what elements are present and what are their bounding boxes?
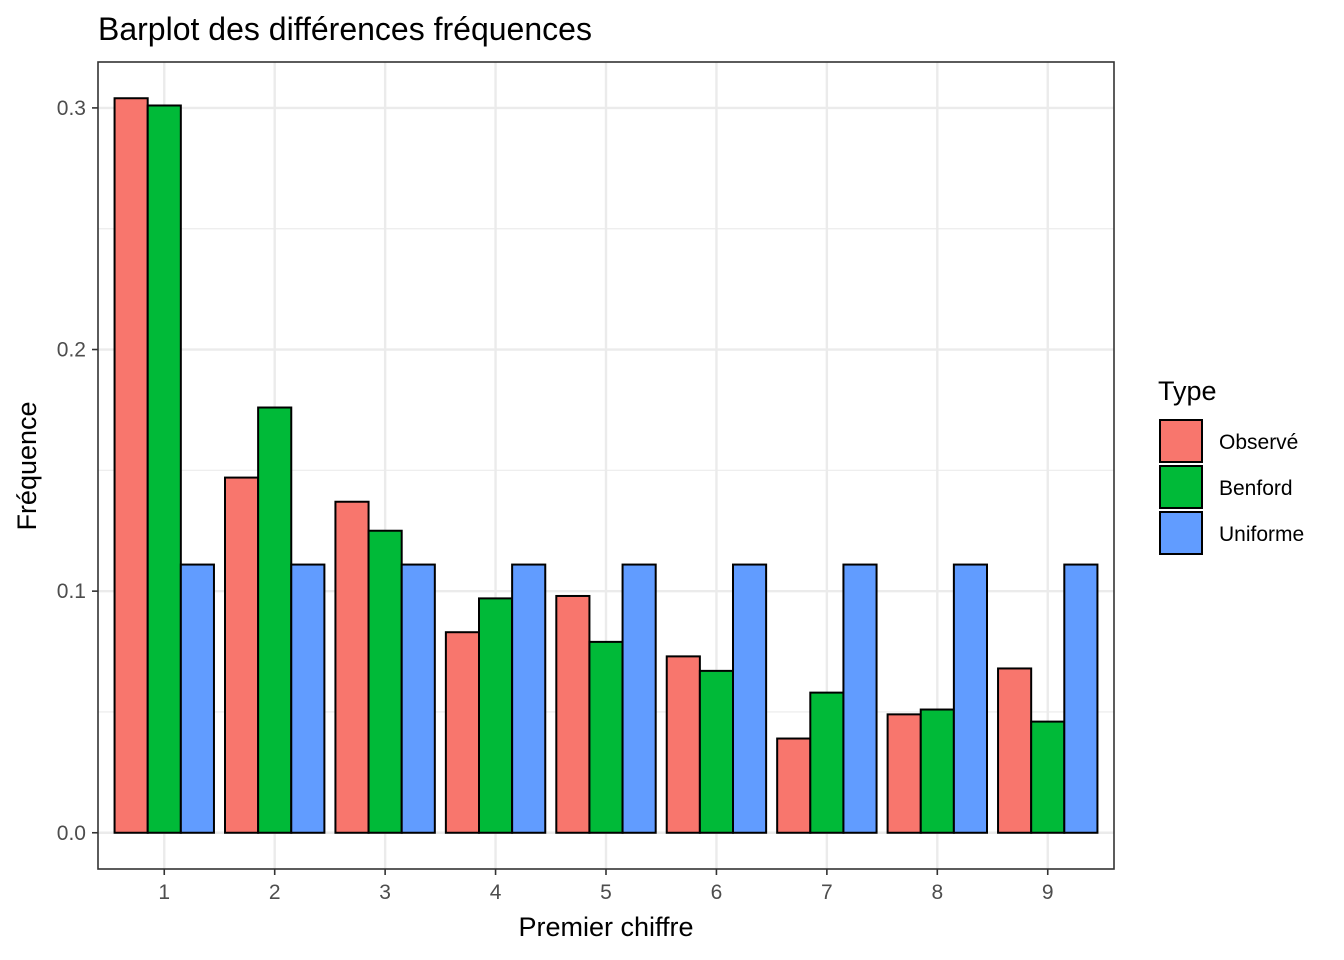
x-tick-label: 6 — [711, 881, 723, 904]
x-tick-label: 9 — [1042, 881, 1054, 904]
bar-uniforme-7 — [842, 563, 878, 834]
bar-observé-3 — [334, 500, 370, 834]
bar-benford-2 — [257, 406, 293, 834]
bar-uniforme-5 — [621, 563, 657, 834]
bar-observé-5 — [555, 594, 591, 834]
bar-observé-4 — [444, 631, 481, 834]
x-tick-label: 4 — [490, 881, 502, 904]
x-axis-title: Premier chiffre — [518, 912, 693, 942]
legend-key-uniforme — [1159, 511, 1203, 555]
legend-label: Benford — [1219, 477, 1293, 500]
bar-observé-7 — [776, 737, 812, 834]
bar-benford-9 — [1030, 720, 1066, 834]
x-tick-label: 8 — [931, 881, 943, 904]
legend-label: Observé — [1219, 431, 1298, 454]
bar-observé-9 — [997, 667, 1033, 834]
bar-benford-6 — [698, 669, 735, 834]
bar-benford-1 — [146, 104, 182, 834]
bar-benford-5 — [588, 640, 624, 834]
y-tick-label: 0.0 — [57, 822, 86, 845]
legend-title: Type — [1158, 376, 1217, 406]
y-axis-title: Fréquence — [12, 401, 42, 530]
legend-key-observé — [1159, 419, 1203, 463]
bar-uniforme-2 — [290, 563, 326, 834]
x-tick-label: 5 — [600, 881, 612, 904]
x-tick-label: 1 — [158, 881, 170, 904]
x-tick-label: 3 — [379, 881, 391, 904]
bar-observé-8 — [886, 713, 922, 834]
bars — [113, 97, 1099, 834]
bar-uniforme-3 — [400, 563, 436, 834]
y-axis: 0.0 0.1 0.2 0.3 — [57, 97, 98, 845]
y-tick-label: 0.2 — [57, 339, 86, 362]
x-tick-label: 7 — [821, 881, 833, 904]
bar-observé-2 — [224, 476, 260, 834]
bar-uniforme-1 — [179, 563, 215, 834]
bar-benford-4 — [478, 597, 514, 834]
y-tick-label: 0.1 — [57, 580, 86, 603]
bar-observé-6 — [665, 655, 701, 834]
bar-observé-1 — [113, 97, 149, 834]
y-tick-label: 0.3 — [57, 97, 86, 120]
bar-uniforme-4 — [511, 563, 547, 834]
x-axis: 1 2 3 4 5 6 7 8 9 — [158, 869, 1054, 904]
bar-uniforme-6 — [732, 563, 768, 834]
bar-uniforme-8 — [952, 563, 989, 834]
chart-title: Barplot des différences fréquences — [98, 11, 592, 47]
bar-uniforme-9 — [1063, 563, 1099, 834]
bar-benford-3 — [367, 529, 403, 834]
legend: Type Observé Benford Uniforme — [1158, 376, 1304, 555]
legend-label: Uniforme — [1219, 523, 1304, 546]
legend-key-benford — [1159, 465, 1203, 509]
x-tick-label: 2 — [269, 881, 281, 904]
bar-benford-7 — [809, 691, 845, 834]
bar-benford-8 — [919, 708, 955, 834]
